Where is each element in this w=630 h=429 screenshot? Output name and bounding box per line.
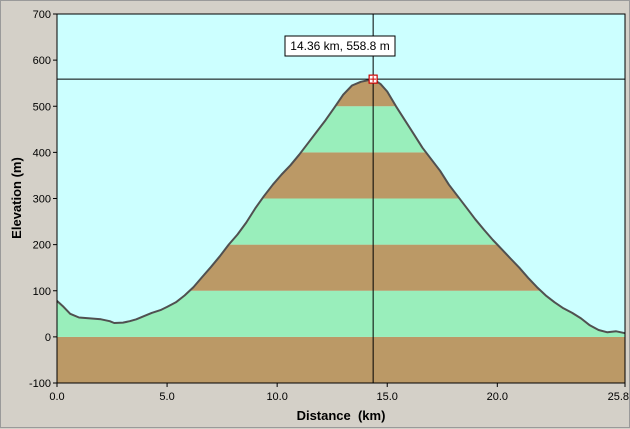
value-tooltip: 14.36 km, 558.8 m [284,35,396,57]
y-tick-label: 500 [33,101,51,113]
y-tick-label: 400 [33,147,51,159]
x-tick-label: 0.0 [49,391,64,403]
y-tick-label: 0 [45,332,51,344]
y-axis-title: Elevation (m) [9,157,24,239]
y-axis: -100 0 100 200 300 400 500 600 700 [29,9,57,390]
cursor-crosshair[interactable] [57,14,625,383]
tooltip-box [284,35,396,57]
tooltip-text: 14.36 km, 558.8 m [290,39,389,53]
x-tick-label: 10.0 [266,391,287,403]
y-tick-label: 100 [33,286,51,298]
x-axis: 0.0 5.0 10.0 15.0 20.0 25.8 [49,383,629,403]
y-tick-label: 200 [33,240,51,252]
elevation-profile-line [56,78,626,335]
y-tick-label: 600 [33,55,51,67]
y-tick-label: 700 [33,9,51,21]
x-tick-label: 5.0 [159,391,174,403]
x-tick-label: 20.0 [487,391,508,403]
x-tick-label: 15.0 [377,391,398,403]
elevation-band [57,336,625,383]
y-tick-label: 300 [33,194,51,206]
x-axis-title: Distance (km) [297,408,386,423]
y-tick-label: -100 [29,378,51,390]
x-tick-label: 25.8 [608,391,629,403]
profile-line-group [56,78,626,335]
